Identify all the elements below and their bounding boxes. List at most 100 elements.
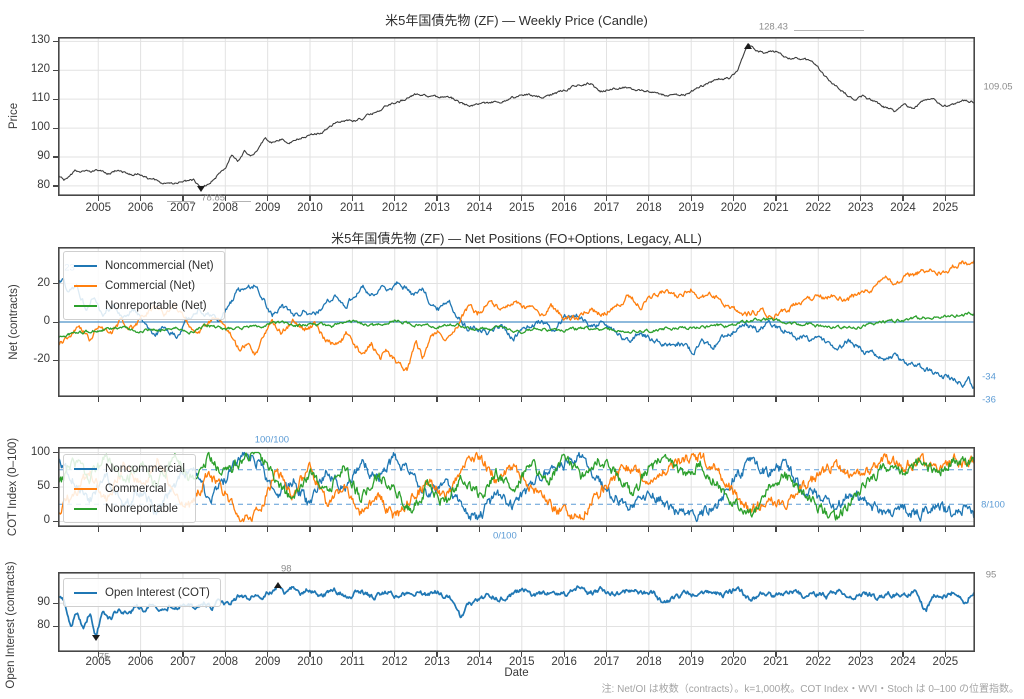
x-tick-label: 2024 [890,202,916,214]
x-tick-mark [944,196,946,201]
x-tick-mark [521,397,523,402]
legend-item: Nonreportable [74,500,185,517]
legend-item: Commercial [74,480,185,497]
x-tick-mark [732,652,735,657]
commercial-line-swatch [74,284,97,287]
x-tick-label: 2020 [720,202,747,214]
x-tick-mark [860,652,862,657]
oi-plot-svg [58,572,975,652]
x-tick-label: 2023 [847,202,874,214]
y-tick-label: 130 [30,34,50,47]
open-interest-legend: Open Interest (COT) [63,578,221,607]
y-tick-mark [53,602,58,604]
x-tick-mark [309,397,311,402]
x-tick-mark [267,652,269,657]
y-tick-mark [53,321,58,323]
x-tick-mark [817,652,819,657]
x-tick-label: 2011 [339,656,365,668]
y-tick-mark [53,98,58,100]
x-tick-label: 2011 [339,202,365,214]
net-plot-svg [58,247,975,397]
y-tick-label: 100 [30,121,50,134]
legend-label: Noncommercial (Net) [105,259,214,272]
x-tick-label: 2015 [508,202,535,214]
net-legend: Noncommercial (Net) Commercial (Net) Non… [63,251,225,320]
price-plot-svg [58,37,975,196]
y-tick-mark [53,127,58,129]
x-tick-label: 2007 [170,202,196,214]
y-tick-mark [53,520,58,523]
cot-index-legend: Noncommercial Commercial Nonreportable [63,454,196,523]
x-tick-label: 2008 [212,202,239,214]
x-tick-mark [563,527,565,532]
x-tick-mark [309,652,311,657]
noncommercial-series-line [58,451,975,523]
nonreportable-line-swatch [74,304,97,307]
x-tick-mark [944,527,946,532]
price-plot-area [58,37,975,196]
y-tick-label: 50 [37,480,50,492]
x-tick-label: 2013 [424,202,450,214]
x-tick-label: 2012 [381,202,408,214]
x-tick-mark [944,652,946,657]
x-tick-mark [267,397,269,402]
x-tick-mark [97,397,99,402]
up-triangle-marker [274,581,283,588]
net-chart-title: 米5年国債先物 (ZF) — Net Positions (FO+Options… [331,231,702,246]
x-tick-mark [775,652,777,657]
x-tick-mark [563,397,565,402]
x-tick-label: 2014 [466,656,493,668]
x-tick-mark [224,196,226,201]
x-tick-mark [732,397,735,402]
x-tick-mark [817,527,819,532]
x-tick-mark [605,196,608,201]
x-tick-mark [732,527,735,532]
y-tick-label: 0 [43,315,50,327]
y-tick-mark [53,40,58,43]
x-tick-mark [902,196,904,201]
x-tick-label: 2021 [763,656,789,668]
x-tick-label: 2025 [932,202,959,214]
legend-label: Commercial [105,482,167,495]
x-tick-mark [775,397,777,402]
y-tick-label: 0 [43,514,50,527]
price-chart-title: 米5年国債先物 (ZF) — Weekly Price (Candle) [385,13,648,28]
x-tick-mark [817,196,819,201]
x-tick-mark [182,397,184,402]
net-plot-area [58,247,975,397]
x-tick-mark [563,196,565,201]
x-tick-mark [478,196,481,201]
x-tick-mark [860,397,862,402]
annotation-8-100: 8/100 [981,499,1005,511]
y-tick-mark [53,486,58,488]
x-tick-mark [478,397,481,402]
x-tick-mark [351,196,353,201]
x-tick-label: 2005 [85,202,112,214]
annotation-leader-line [794,29,865,31]
y-tick-mark [53,625,58,628]
x-tick-mark [224,397,226,402]
y-tick-mark [53,156,58,158]
x-tick-label: 2012 [381,656,408,668]
y-tick-mark [53,69,58,71]
x-tick-mark [351,397,353,402]
x-tick-mark [478,652,481,657]
legend-item: Nonreportable (Net) [74,297,214,314]
x-tick-mark [690,196,692,201]
x-tick-mark [605,397,608,402]
annotation-leader-line [232,201,252,203]
plot-border [58,447,975,527]
x-tick-label: 2005 [85,656,112,668]
annotation-109-05: 109.05 [983,81,1013,93]
x-tick-label: 2013 [424,656,450,668]
legend-item: Noncommercial (Net) [74,257,214,274]
annotation--36: -36 [982,394,996,406]
x-tick-mark [605,652,608,657]
y-tick-mark [53,359,58,362]
annotation-128-43: 128.43 [758,21,788,33]
x-tick-mark [351,652,353,657]
x-tick-label: 2019 [678,656,704,668]
x-tick-label: 2010 [297,202,323,214]
noncommercial-line-swatch [74,467,97,470]
